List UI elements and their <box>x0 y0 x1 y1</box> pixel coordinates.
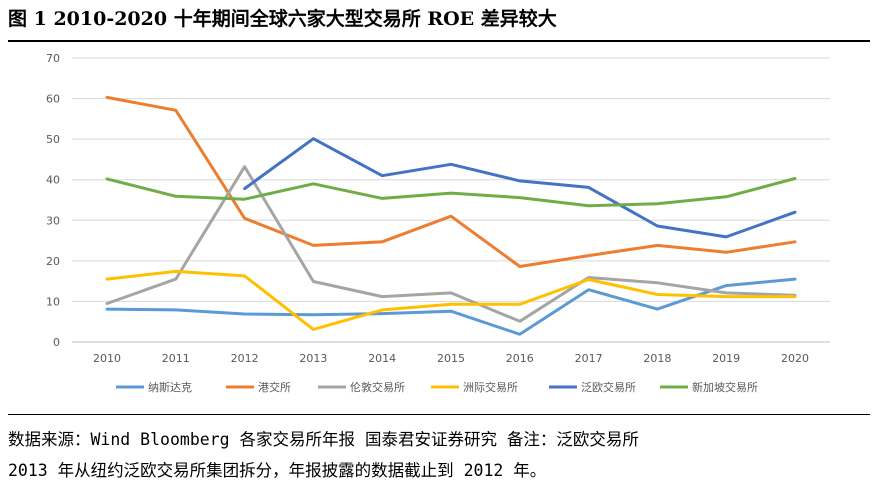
x-tick-2019: 2019 <box>712 352 740 365</box>
series-lines <box>105 95 797 336</box>
line-chart: 0 10 20 30 40 50 60 70 2010 2011 2012 2013 2014 2015… <box>46 52 830 394</box>
x-tick-2010: 2010 <box>93 352 121 365</box>
x-tick-2017: 2017 <box>575 352 603 365</box>
x-tick-2018: 2018 <box>643 352 671 365</box>
source-note: 数据来源：Wind Bloomberg 各家交易所年报 国泰君安证券研究 备注：… <box>8 424 874 486</box>
source-note-line-1: 数据来源：Wind Bloomberg 各家交易所年报 国泰君安证券研究 备注：… <box>8 430 639 449</box>
x-tick-2013: 2013 <box>299 352 327 365</box>
series-line-4 <box>243 137 797 239</box>
legend-label-2: 伦敦交易所 <box>350 380 405 394</box>
y-tick-50: 50 <box>46 133 60 146</box>
x-tick-2016: 2016 <box>506 352 534 365</box>
y-tick-60: 60 <box>46 93 60 106</box>
legend: 纳斯达克 港交所 伦敦交易所 洲际交易所 泛欧交易所 新加坡交易所 <box>116 380 758 394</box>
legend-label-0: 纳斯达克 <box>148 381 192 394</box>
title-underline <box>8 40 870 42</box>
series-line-1 <box>105 95 797 268</box>
x-tick-2015: 2015 <box>437 352 465 365</box>
legend-label-1: 港交所 <box>258 380 291 394</box>
figure-title: 图 1 2010-2020 十年期间全球六家大型交易所 ROE 差异较大 <box>8 8 557 30</box>
y-tick-30: 30 <box>46 214 60 227</box>
x-tick-2020: 2020 <box>781 352 809 365</box>
y-tick-0: 0 <box>53 336 60 349</box>
series-line-3 <box>105 269 797 331</box>
y-tick-70: 70 <box>46 52 60 65</box>
source-rule <box>8 414 870 415</box>
source-note-line-2: 2013 年从纽约泛欧交易所集团拆分，年报披露的数据截止到 2012 年。 <box>8 461 547 480</box>
legend-label-5: 新加坡交易所 <box>692 380 758 394</box>
series-line-2 <box>105 165 797 323</box>
grid-lines <box>72 57 830 343</box>
series-line-5 <box>105 177 797 208</box>
y-tick-40: 40 <box>46 174 60 187</box>
x-tick-2011: 2011 <box>162 352 190 365</box>
legend-label-3: 洲际交易所 <box>463 380 518 394</box>
x-tick-2014: 2014 <box>368 352 396 365</box>
y-tick-10: 10 <box>46 295 60 308</box>
legend-label-4: 泛欧交易所 <box>581 380 636 394</box>
y-tick-labels: 0 10 20 30 40 50 60 70 <box>46 52 60 349</box>
x-tick-labels: 2010 2011 2012 2013 2014 2015 2016 2017 2018 2019… <box>93 352 809 365</box>
x-tick-2012: 2012 <box>231 352 259 365</box>
series-line-0 <box>105 277 797 336</box>
y-tick-20: 20 <box>46 255 60 268</box>
